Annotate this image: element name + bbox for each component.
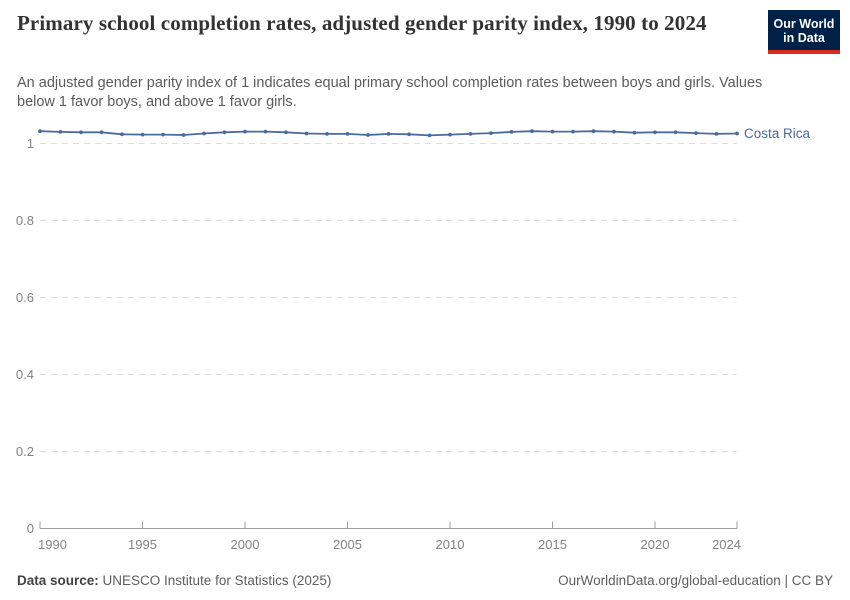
data-point-marker[interactable] <box>161 132 165 137</box>
data-series[interactable] <box>38 129 739 138</box>
data-point-marker[interactable] <box>571 129 575 134</box>
y-axis-tick-label: 0.6 <box>16 290 34 305</box>
data-point-marker[interactable] <box>38 129 42 134</box>
data-point-marker[interactable] <box>714 132 719 136</box>
data-point-marker[interactable] <box>366 133 370 137</box>
data-point-marker[interactable] <box>509 130 514 134</box>
y-axis-tick-label: 0 <box>27 521 34 536</box>
data-point-marker[interactable] <box>427 133 432 138</box>
data-point-marker[interactable] <box>284 130 288 135</box>
data-point-marker[interactable] <box>468 132 473 136</box>
data-point-marker[interactable] <box>735 131 739 136</box>
x-axis-tick-label: 2000 <box>231 537 260 552</box>
x-axis-tick-label: 2020 <box>641 537 670 552</box>
y-axis-tick-label: 0.4 <box>16 367 34 382</box>
y-axis-tick-label: 0.2 <box>16 444 34 459</box>
data-point-marker[interactable] <box>386 132 391 136</box>
owid-logo-line2: in Data <box>783 31 825 45</box>
data-point-marker[interactable] <box>530 129 534 134</box>
y-axis-tick-label: 1 <box>27 136 34 151</box>
data-point-marker[interactable] <box>140 132 145 137</box>
data-source-text: UNESCO Institute for Statistics (2025) <box>98 573 332 588</box>
data-point-marker[interactable] <box>694 131 698 136</box>
x-axis-tick-label: 2010 <box>436 537 465 552</box>
data-point-marker[interactable] <box>79 130 83 135</box>
data-point-marker[interactable] <box>489 131 493 136</box>
data-point-marker[interactable] <box>591 129 596 134</box>
data-point-marker[interactable] <box>202 131 206 136</box>
data-point-marker[interactable] <box>120 132 124 137</box>
data-point-marker[interactable] <box>243 129 247 134</box>
data-source: Data source: UNESCO Institute for Statis… <box>17 573 331 588</box>
x-axis-tick-label: 1995 <box>128 537 157 552</box>
data-point-marker[interactable] <box>181 133 186 137</box>
data-point-marker[interactable] <box>263 129 268 134</box>
chart-footer: Data source: UNESCO Institute for Statis… <box>17 573 833 588</box>
x-axis-tick-label: 2005 <box>333 537 362 552</box>
data-point-marker[interactable] <box>222 130 227 135</box>
chart-subtitle: An adjusted gender parity index of 1 ind… <box>17 75 763 110</box>
chart-title: Primary school completion rates, adjuste… <box>17 11 707 35</box>
data-source-label: Data source: <box>17 573 99 588</box>
data-point-marker[interactable] <box>407 132 411 137</box>
data-point-marker[interactable] <box>448 132 452 137</box>
data-point-marker[interactable] <box>345 132 350 136</box>
owid-link[interactable]: OurWorldinData.org/global-education | CC… <box>558 573 833 588</box>
data-point-marker[interactable] <box>325 132 329 136</box>
x-axis-tick-label: 2015 <box>538 537 567 552</box>
data-point-marker[interactable] <box>304 131 309 136</box>
data-point-marker[interactable] <box>58 130 63 134</box>
data-point-marker[interactable] <box>632 130 637 135</box>
data-point-marker[interactable] <box>99 130 104 135</box>
y-axis-tick-label: 0.8 <box>16 213 34 228</box>
series-end-label[interactable]: Costa Rica <box>744 126 811 141</box>
owid-logo-line1: Our World <box>773 17 835 31</box>
data-point-marker[interactable] <box>673 130 678 135</box>
x-axis-tick-label: 1990 <box>38 537 67 552</box>
x-axis-tick-label: 2024 <box>712 537 741 552</box>
data-point-marker[interactable] <box>612 129 616 134</box>
data-point-marker[interactable] <box>653 130 657 135</box>
owid-logo[interactable]: Our World in Data <box>768 10 840 54</box>
data-point-marker[interactable] <box>550 129 555 134</box>
